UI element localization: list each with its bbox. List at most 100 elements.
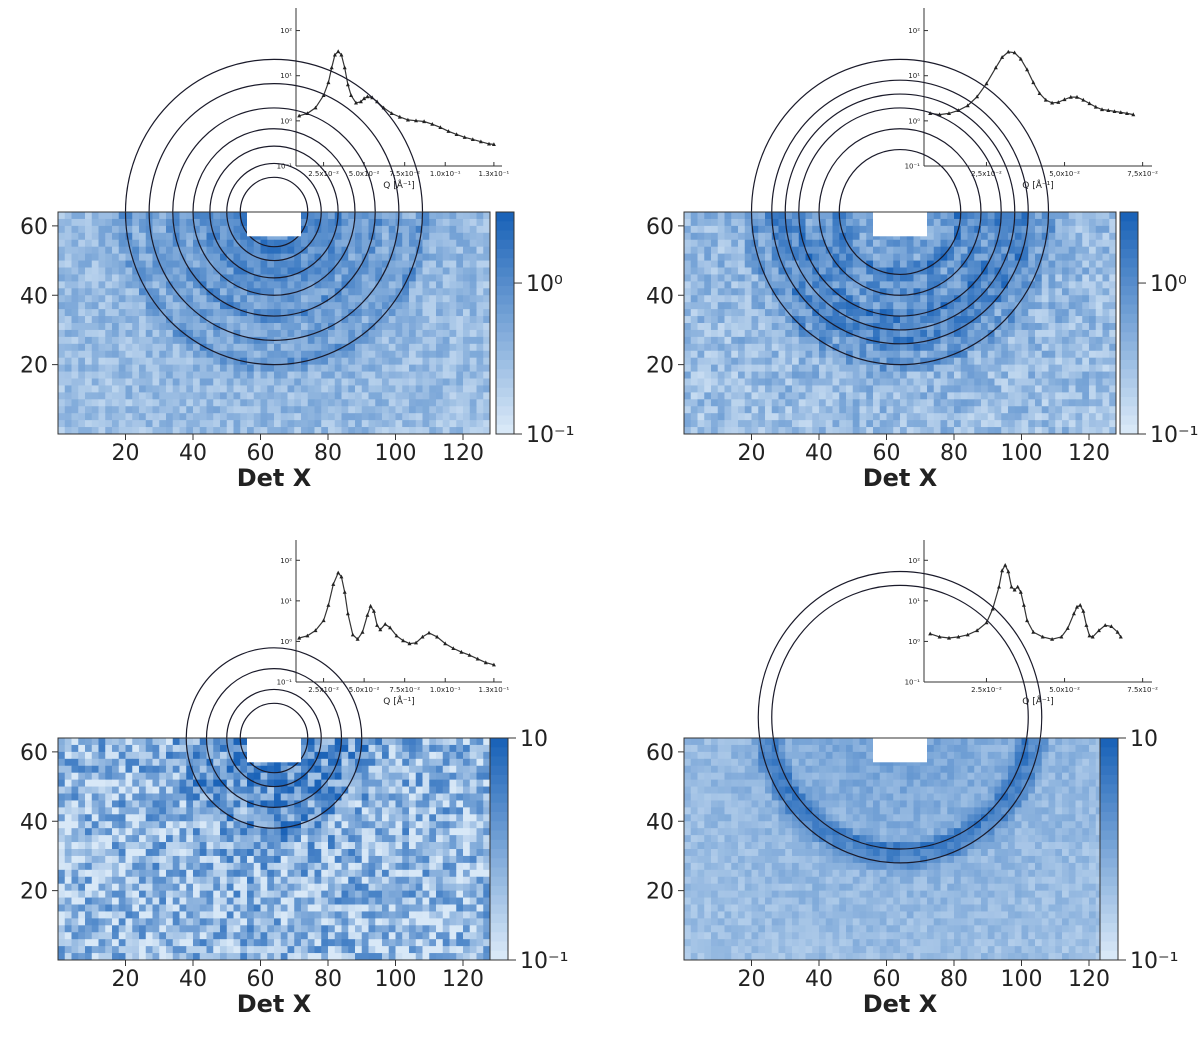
heatmap-cell	[260, 336, 268, 345]
heatmap-cell	[967, 302, 975, 310]
heatmap-cell	[906, 343, 914, 352]
heatmap-cell	[933, 302, 941, 310]
heatmap-cell	[967, 260, 975, 268]
heatmap-cell	[684, 295, 692, 303]
heatmap-cell	[771, 392, 779, 400]
heatmap-cell	[429, 392, 437, 400]
heatmap-cell	[64, 239, 72, 248]
heatmap-cell	[307, 316, 315, 324]
heatmap-cell	[388, 357, 396, 366]
heatmap-cell	[159, 225, 167, 234]
heatmap-cell	[382, 378, 390, 386]
heatmap-cell	[321, 329, 329, 338]
heatmap-cell	[118, 260, 126, 268]
x-tick-label: 5.0x10⁻²	[1049, 686, 1080, 694]
heatmap-cell	[920, 274, 928, 282]
heatmap-cell	[805, 413, 813, 421]
heatmap-cell	[1109, 420, 1117, 428]
heatmap-cell	[159, 218, 167, 227]
heatmap-cell	[172, 385, 180, 393]
heatmap-cell	[64, 281, 72, 289]
heatmap-cell	[307, 274, 315, 282]
heatmap-cell	[483, 385, 491, 393]
heatmap-cell	[98, 772, 106, 781]
heatmap-cell	[879, 399, 887, 407]
heatmap-cell	[684, 302, 692, 310]
heatmap-cell	[58, 406, 66, 414]
heatmap-cell	[382, 738, 390, 746]
heatmap-cell	[388, 323, 396, 331]
heatmap-cell	[442, 371, 450, 379]
heatmap-cell	[91, 288, 99, 296]
heatmap-cell	[449, 406, 457, 414]
heatmap-cell	[213, 225, 221, 234]
heatmap-cell	[321, 212, 329, 220]
y-tick-label: 10⁰	[280, 638, 292, 646]
heatmap-cell	[139, 323, 147, 331]
heatmap-cell	[879, 357, 887, 366]
heatmap-cell	[994, 371, 1002, 379]
heatmap-cell	[744, 364, 752, 372]
heatmap-cell	[994, 378, 1002, 386]
heatmap-cell	[321, 772, 329, 781]
heatmap-cell	[361, 738, 369, 746]
heatmap-cell	[476, 218, 484, 227]
heatmap-cell	[199, 218, 207, 227]
heatmap-cell	[1075, 420, 1083, 428]
heatmap-cell	[139, 738, 147, 746]
data-point	[1096, 628, 1101, 633]
heatmap-cell	[463, 309, 471, 317]
heatmap-cell	[314, 260, 322, 268]
heatmap-cell	[456, 350, 464, 359]
heatmap-cell	[1082, 420, 1090, 428]
heatmap-cell	[697, 232, 705, 241]
heatmap-cell	[341, 281, 349, 289]
heatmap-cell	[1041, 232, 1049, 241]
heatmap-cell	[704, 343, 712, 352]
heatmap-cell	[469, 744, 477, 753]
heatmap-cell	[906, 253, 914, 261]
heatmap-cell	[1102, 274, 1110, 282]
heatmap-cell	[294, 239, 302, 248]
heatmap-cell	[375, 751, 383, 760]
heatmap-cell	[825, 343, 833, 352]
data-point	[414, 118, 418, 123]
heatmap-cell	[927, 378, 935, 386]
heatmap-cell	[812, 253, 820, 261]
heatmap-cell	[1062, 316, 1070, 324]
heatmap-cell	[307, 738, 315, 746]
heatmap-cell	[684, 281, 692, 289]
heatmap-cell	[825, 413, 833, 421]
heatmap-cell	[933, 239, 941, 248]
heatmap-cell	[301, 232, 309, 241]
heatmap-cell	[429, 357, 437, 366]
heatmap-cell	[240, 274, 248, 282]
heatmap-cell	[981, 392, 989, 400]
heatmap-cell	[395, 309, 403, 317]
heatmap-cell	[987, 316, 995, 324]
heatmap-cell	[456, 772, 464, 781]
data-point	[389, 111, 394, 115]
heatmap-cell	[341, 316, 349, 324]
heatmap-cell	[58, 793, 66, 801]
heatmap-cell	[785, 225, 793, 234]
heatmap-cell	[206, 260, 214, 268]
heatmap-cell	[233, 302, 241, 310]
heatmap-cell	[64, 744, 72, 753]
heatmap-cell	[409, 399, 417, 407]
heatmap-cell	[846, 316, 854, 324]
heatmap-cell	[91, 786, 99, 794]
heatmap-cell	[382, 316, 390, 324]
heatmap-cell	[152, 253, 160, 261]
heatmap-cell	[456, 364, 464, 372]
data-point	[331, 582, 336, 586]
heatmap-cell	[442, 267, 450, 275]
heatmap-cell	[172, 427, 180, 435]
heatmap-cell	[105, 218, 113, 227]
heatmap-cell	[974, 302, 982, 310]
heatmap-cell	[1095, 239, 1103, 248]
heatmap-cell	[152, 350, 160, 359]
heatmap-cell	[355, 385, 363, 393]
heatmap-cell	[85, 427, 93, 435]
heatmap-cell	[152, 288, 160, 296]
